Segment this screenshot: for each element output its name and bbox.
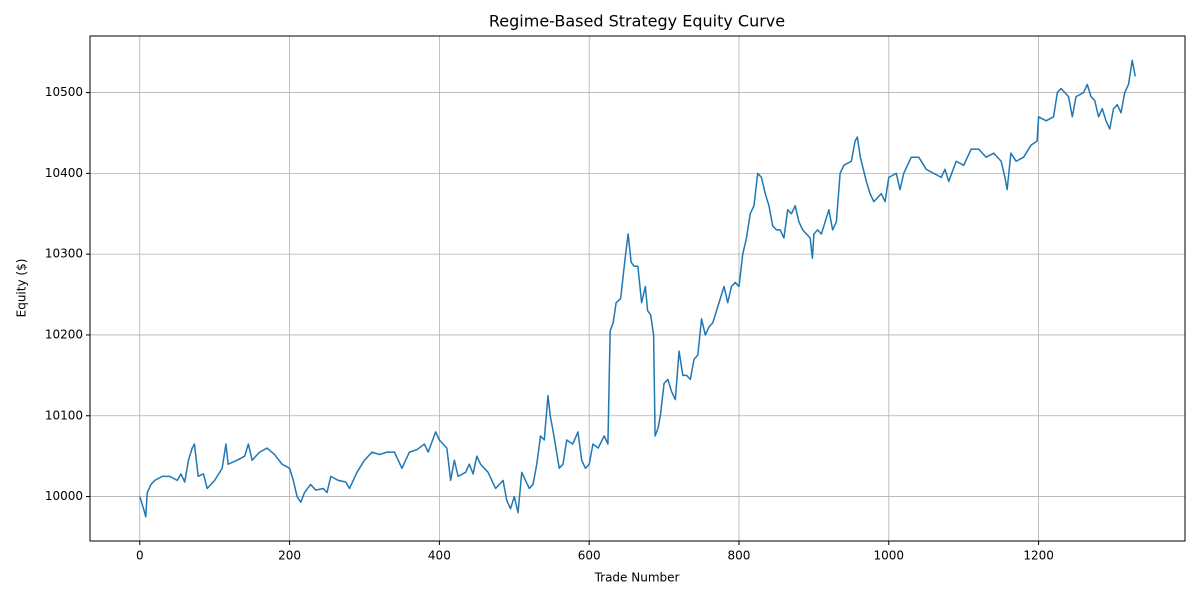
y-axis-label: Equity ($) — [15, 259, 29, 318]
x-tick-label: 200 — [278, 549, 301, 563]
plot-area — [139, 59, 1136, 518]
x-tick-label: 1200 — [1023, 549, 1054, 563]
x-tick-label: 800 — [728, 549, 751, 563]
y-tick-label: 10400 — [45, 166, 83, 180]
y-tick-label: 10200 — [45, 327, 83, 341]
x-axis-label: Trade Number — [594, 571, 680, 585]
y-tick-label: 10500 — [45, 85, 83, 99]
x-tick-label: 1000 — [874, 549, 905, 563]
grid — [90, 36, 1185, 541]
line-series — [139, 59, 1136, 518]
chart-title: Regime-Based Strategy Equity Curve — [489, 12, 785, 31]
x-tick-label: 400 — [428, 549, 451, 563]
x-tick-label: 600 — [578, 549, 601, 563]
y-tick-label: 10300 — [45, 247, 83, 261]
y-tick-label: 10000 — [45, 489, 83, 503]
y-tick-label: 10100 — [45, 408, 83, 422]
axes-frame — [89, 35, 1186, 542]
x-tick-label: 0 — [136, 549, 144, 563]
